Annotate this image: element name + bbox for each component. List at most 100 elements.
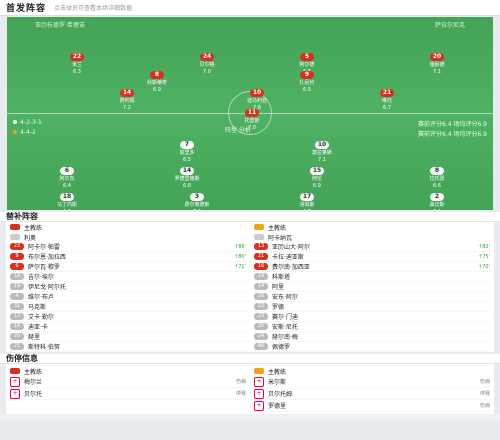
away-player[interactable]: 3费尔南德斯7.0 [179, 183, 215, 210]
player-rating: 6.7 [383, 105, 391, 111]
shirt-icon: 10 [315, 141, 329, 149]
sub-row[interactable]: 13 艾卡·勒尔 [10, 312, 246, 322]
injury-note: 停赛 [235, 391, 246, 397]
shirt-icon: 10 [250, 89, 264, 97]
sub-row[interactable]: 23 阿卡尔·帕雷 ↑86' [10, 242, 246, 252]
subs-title: 替补阵容 [0, 212, 500, 222]
injury-note: 伤病 [479, 403, 490, 409]
player-rating: 7.8 [253, 105, 261, 111]
subs-left-column: 主教练 利奥 23 阿卡尔·帕雷 ↑86' 9 布尔恩·加拉西 ↑80' 6 萨尔瓦·穆罗 ↑7… [6, 222, 250, 352]
shirt-icon: 20 [430, 53, 444, 61]
sub-row[interactable]: 21 斯特科·伯努 [10, 342, 246, 352]
player-number: 20 [10, 333, 24, 340]
away-rating: 赛前评分6.4 场均评分6.9 [418, 131, 487, 138]
away-player[interactable]: 14 罗德里格斯 6.8 [169, 157, 205, 190]
player-name: 费尔南德斯 [184, 202, 210, 208]
player-rating: 6.4 [63, 183, 71, 189]
top-player[interactable]: 20 施耐德 7.1 [419, 43, 455, 76]
top-player[interactable]: 8 科斯蒂奇 6.9 [139, 61, 175, 94]
sub-row[interactable]: 23 赛尔·门迪 [254, 312, 490, 322]
away-player[interactable]: 17洛佩斯6.7 [289, 183, 325, 210]
sub-row[interactable]: 19 科斯塔 [254, 272, 490, 282]
player-name: 罗德里 [268, 403, 287, 410]
center-label: 阵型 分析 [225, 127, 251, 134]
player-name: 扎尼约 [299, 80, 315, 86]
player-rating: 6.9 [153, 87, 161, 93]
away-player[interactable]: 8 拉托雷 6.6 [419, 157, 455, 190]
top-player[interactable]: 21 维托 6.7 [369, 79, 405, 112]
player-name: 马丁内斯 [56, 202, 77, 208]
top-player[interactable]: 11 托雷斯 7.0 [234, 99, 270, 132]
top-player[interactable]: 22 米兰 6.3 [59, 43, 95, 76]
player-name: 佩德罗 [272, 344, 291, 351]
top-player[interactable]: 9 扎尼约 6.5 [289, 61, 325, 94]
top-player[interactable]: 24 贝尔格 7.0 [189, 43, 225, 76]
player-number: 16 [254, 263, 268, 270]
sub-row[interactable]: 24 赫尔南·梅 [254, 332, 490, 342]
top-player[interactable]: 14 费利佩 7.2 [109, 79, 145, 112]
injury-row[interactable]: + 梅尔兰 伤病 [10, 376, 246, 388]
player-number: 14 [254, 283, 268, 290]
player-rating: 6.7 [289, 209, 325, 210]
away-player[interactable]: 7 加里多 6.5 [169, 131, 205, 164]
header-note: 点击球员可查看本场详细数据 [54, 5, 133, 12]
away-player[interactable]: 10 莫拉莱斯 7.1 [304, 131, 340, 164]
injury-row[interactable]: + 贝尔托 停赛 [10, 388, 246, 400]
away-player[interactable]: 15 阿伦 6.9 [299, 157, 335, 190]
inj-left-coach: 主教练 [10, 366, 246, 376]
player-name: 布尔恩·加拉西 [28, 254, 66, 261]
shirt-icon: 5 [300, 53, 314, 61]
sub-row[interactable]: 16 费尔南·加西亚 ↑70' [254, 262, 490, 272]
player-rating: 6.9 [313, 183, 321, 189]
player-rating: 6.5 [419, 209, 455, 210]
sub-in-event: ↑86' [234, 243, 246, 250]
sub-row[interactable]: 4 维尔·布卢 [10, 292, 246, 302]
shirt-icon: 24 [200, 53, 214, 61]
player-name: 贝尔托姆 [268, 391, 293, 398]
injury-row[interactable]: + 贝尔托姆 停赛 [254, 388, 490, 400]
injury-row[interactable]: + 罗德里 伤病 [254, 400, 490, 412]
shirt-icon: 3 [190, 193, 204, 201]
sub-row[interactable]: 13 亚历山大·阿尔 ↑82' [254, 242, 490, 252]
sub-row[interactable]: 26 安东·阿尔 [254, 292, 490, 302]
injury-cross-icon: + [254, 376, 264, 387]
sub-row[interactable]: 14 阿里 [254, 282, 490, 292]
sub-row[interactable]: 6 萨尔瓦·穆罗 ↑71' [10, 262, 246, 272]
player-number: 24 [254, 333, 268, 340]
away-player[interactable]: 2桑切斯6.5 [419, 183, 455, 210]
shirt-icon: 15 [310, 167, 324, 175]
player-name: 施耐德 [429, 62, 445, 68]
away-player[interactable]: 6 阿尔瓦 6.4 [49, 157, 85, 190]
shirt-icon: 6 [60, 167, 74, 175]
away-player[interactable]: 18马丁内斯6.4 [49, 183, 85, 210]
player-number: 16 [10, 323, 24, 330]
player-name: 科斯塔 [272, 274, 291, 281]
player-name: 桑切斯 [429, 202, 445, 208]
sub-row[interactable]: 21 卡拉·迪亚斯 ↑75' [254, 252, 490, 262]
left-coach-name-row: 利奥 [10, 232, 246, 242]
injury-row[interactable]: + 米尔斯 伤病 [254, 376, 490, 388]
sub-row[interactable]: 9 布尔恩·加拉西 ↑80' [10, 252, 246, 262]
shirt-icon: 8 [150, 71, 164, 79]
injury-cross-icon: + [10, 388, 20, 399]
shirt-icon: 14 [120, 89, 134, 97]
player-number: 19 [10, 283, 24, 290]
player-name: 科斯蒂奇 [146, 80, 167, 86]
sub-row[interactable]: 18 吉尔·埃尔 [10, 272, 246, 282]
away-player[interactable]: 1费尔南德斯7.0 [232, 201, 268, 210]
sub-row[interactable]: 19 伊尼戈·阿尔托 [10, 282, 246, 292]
shirt-icon: 11 [245, 109, 259, 117]
sub-row[interactable]: 25 安斯·尼托 [254, 322, 490, 332]
sub-row[interactable]: 16 迪亚·卡 [10, 322, 246, 332]
injuries-right-column: 主教练 + 米尔斯 伤病 + 贝尔托姆 停赛 + 罗德里 伤病 [250, 366, 494, 412]
player-number: 21 [254, 253, 268, 260]
sub-row[interactable]: 31 马克斯 [10, 302, 246, 312]
player-name: 罗德 [272, 304, 285, 311]
sub-row[interactable]: 40 佩德罗 [254, 342, 490, 352]
top-player[interactable]: 10 迪马利亚 7.8 [239, 79, 275, 112]
sub-row[interactable]: 22 罗德 [254, 302, 490, 312]
sub-row[interactable]: 20 赫里 [10, 332, 246, 342]
away-badge-icon [254, 224, 264, 230]
player-rating: 6.6 [433, 183, 441, 189]
away-formation: 4-4-2 [13, 129, 36, 136]
